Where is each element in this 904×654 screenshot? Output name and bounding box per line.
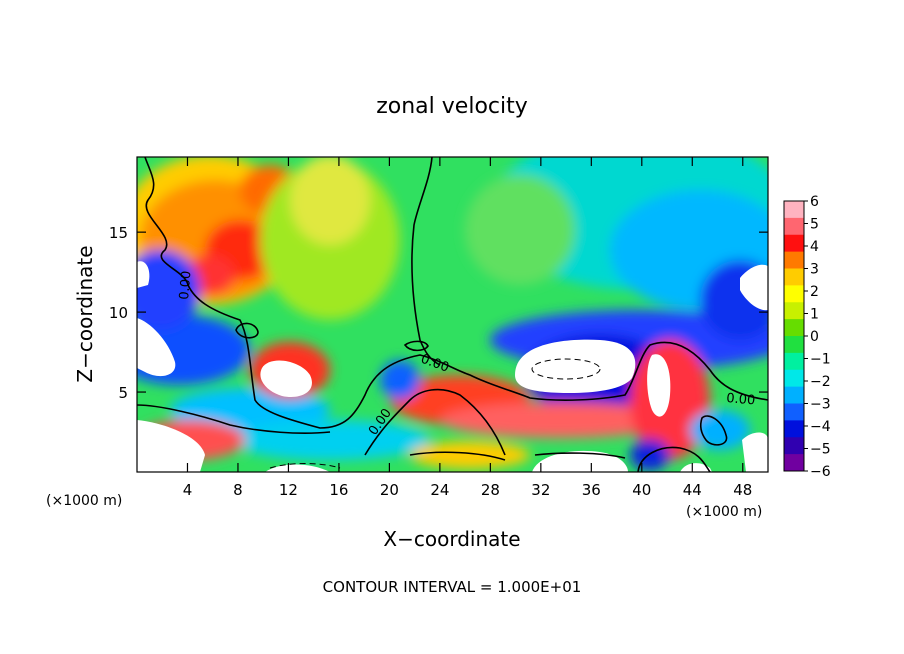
- off-scale-regions: [137, 261, 768, 472]
- colorbar-swatch: [784, 420, 804, 438]
- colorbar-swatch: [784, 201, 804, 219]
- heatmap-field: [137, 157, 768, 472]
- zero-contours: [137, 157, 768, 472]
- x-tick-label: 24: [430, 481, 449, 499]
- negative-contours: [269, 358, 601, 469]
- colorbar-label: 3: [810, 262, 819, 278]
- colorbar-swatch: [784, 234, 804, 253]
- colorbar-label: −6: [810, 464, 831, 480]
- y-axis-ticks: 5 10 15: [109, 224, 768, 402]
- colorbar-label: −3: [810, 397, 831, 413]
- x-axis-unit-left: (×1000 m): [46, 493, 122, 509]
- colorbar-swatch: [784, 302, 804, 320]
- y-tick-label: 5: [118, 384, 128, 402]
- colorbar-swatch: [784, 285, 804, 303]
- colorbar-label: 2: [810, 284, 819, 300]
- contour-label: 0.00: [726, 391, 756, 408]
- x-tick-label: 16: [329, 481, 348, 499]
- colorbar-label: 0: [810, 329, 819, 345]
- x-tick-label: 48: [733, 481, 752, 499]
- colorbar-label: −5: [810, 442, 831, 458]
- y-tick-label: 15: [109, 224, 128, 242]
- colorbar-swatch: [784, 403, 804, 421]
- x-tick-label: 28: [481, 481, 500, 499]
- colorbar-label: 4: [810, 239, 819, 255]
- colorbar-label: −4: [810, 419, 831, 435]
- colorbar-label: 6: [810, 194, 819, 210]
- x-tick-label: 44: [683, 481, 702, 499]
- colorbar: 6 5 4 3 2 1 0 −1 −2 −3 −4 −5 −6: [783, 194, 831, 480]
- colorbar-swatch: [784, 217, 804, 236]
- y-axis-label: Z−coordinate: [73, 245, 97, 382]
- x-axis-unit-right: (×1000 m): [686, 504, 762, 520]
- colorbar-label: 1: [810, 307, 819, 323]
- colorbar-swatch: [784, 251, 804, 269]
- plot-frame: [136, 156, 769, 473]
- colorbar-swatch: [784, 336, 804, 354]
- x-tick-label: 12: [279, 481, 298, 499]
- x-axis-label: X−coordinate: [383, 527, 520, 551]
- colorbar-label: 5: [810, 217, 819, 233]
- colorbar-label: −1: [810, 352, 831, 368]
- colorbar-swatch: [784, 386, 804, 404]
- colorbar-swatch: [784, 437, 804, 455]
- chart-title: zonal velocity: [376, 94, 528, 119]
- contour-interval-footer: CONTOUR INTERVAL = 1.000E+01: [323, 578, 582, 596]
- colorbar-swatch: [784, 268, 804, 286]
- contour-label: 0.00: [177, 270, 194, 300]
- x-tick-label: 36: [582, 481, 601, 499]
- x-tick-label: 8: [233, 481, 243, 499]
- x-tick-label: 4: [183, 481, 193, 499]
- contour-labels: 0.00 0.00 0.00 0.00: [177, 270, 756, 438]
- colorbar-swatch: [784, 352, 804, 371]
- colorbar-label: −2: [810, 374, 831, 390]
- colorbar-swatch: [784, 319, 804, 337]
- x-tick-label: 32: [531, 481, 550, 499]
- y-tick-label: 10: [109, 304, 128, 322]
- colorbar-swatch: [784, 454, 804, 472]
- x-tick-label: 40: [632, 481, 651, 499]
- colorbar-swatch: [784, 369, 804, 388]
- x-tick-label: 20: [380, 481, 399, 499]
- x-axis-ticks: 4 8 12 16 20 24 28 32 36 40 44 48: [183, 157, 752, 499]
